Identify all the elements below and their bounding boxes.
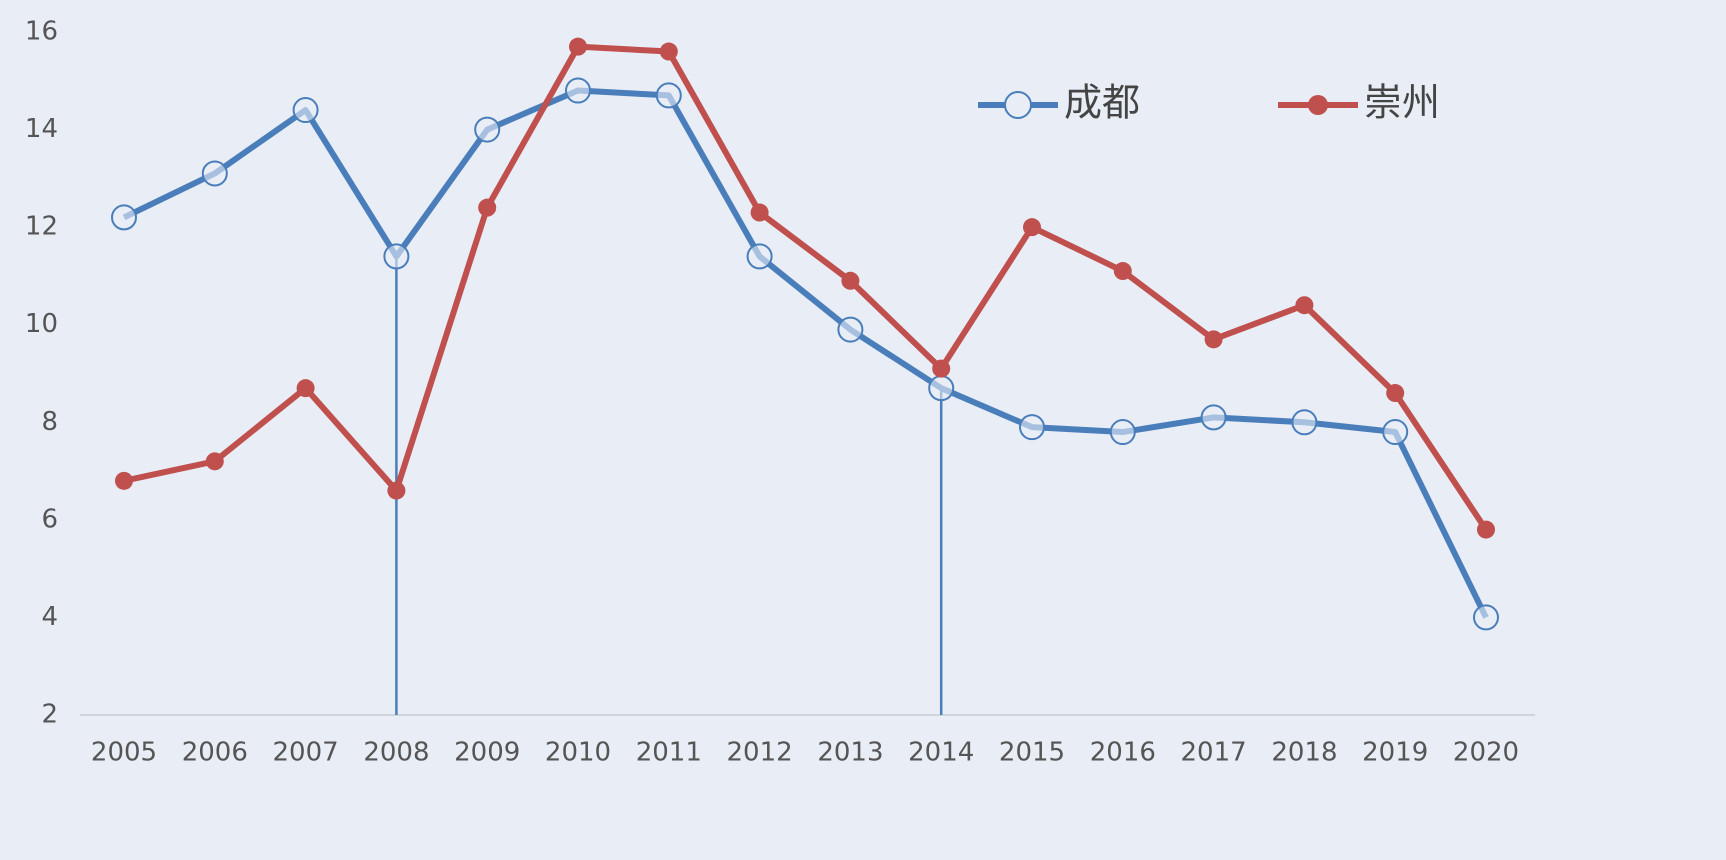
y-tick-label: 12 bbox=[25, 212, 58, 242]
point-marker bbox=[292, 97, 319, 124]
x-tick-label: 2010 bbox=[545, 738, 611, 768]
point-marker bbox=[115, 471, 133, 490]
y-tick-label: 10 bbox=[25, 309, 58, 339]
x-tick-label: 2020 bbox=[1453, 738, 1519, 768]
point-marker bbox=[1477, 520, 1495, 539]
point-marker bbox=[1204, 330, 1223, 349]
point-marker bbox=[1109, 419, 1136, 446]
point-marker bbox=[474, 116, 501, 143]
point-marker bbox=[1291, 409, 1318, 436]
point-marker bbox=[296, 379, 315, 398]
legend-marker bbox=[1308, 95, 1328, 115]
y-tick-label: 16 bbox=[25, 17, 58, 47]
point-marker bbox=[383, 243, 410, 270]
x-tick-label: 2005 bbox=[91, 738, 157, 768]
point-marker bbox=[1295, 296, 1314, 315]
point-marker bbox=[1113, 262, 1132, 281]
point-marker bbox=[569, 37, 587, 56]
x-tick-label: 2006 bbox=[182, 738, 248, 768]
x-tick-label: 2015 bbox=[999, 738, 1065, 768]
point-marker bbox=[746, 243, 773, 270]
point-marker bbox=[1386, 384, 1405, 403]
legend-label: 成都 bbox=[1064, 81, 1140, 125]
point-marker bbox=[111, 204, 137, 231]
x-tick-label: 2012 bbox=[727, 738, 793, 768]
point-marker bbox=[565, 77, 591, 104]
point-marker bbox=[205, 452, 224, 471]
point-marker bbox=[1200, 404, 1227, 431]
point-marker bbox=[928, 375, 955, 402]
x-tick-label: 2018 bbox=[1271, 738, 1337, 768]
x-tick-label: 2016 bbox=[1090, 738, 1156, 768]
x-tick-label: 2011 bbox=[636, 738, 702, 768]
x-tick-label: 2019 bbox=[1362, 738, 1428, 768]
point-marker bbox=[478, 198, 497, 217]
point-marker bbox=[932, 359, 951, 378]
x-tick-label: 2008 bbox=[363, 738, 429, 768]
x-tick-label: 2013 bbox=[817, 738, 883, 768]
point-marker bbox=[837, 316, 864, 343]
series-line bbox=[123, 43, 1489, 532]
y-tick-label: 2 bbox=[41, 700, 58, 730]
x-tick-label: 2009 bbox=[454, 738, 520, 768]
series-line bbox=[122, 87, 1489, 619]
point-marker bbox=[387, 481, 406, 500]
legend-marker bbox=[1004, 91, 1032, 119]
x-tick-label: 2017 bbox=[1181, 738, 1247, 768]
y-tick-label: 6 bbox=[41, 504, 58, 534]
point-marker bbox=[841, 271, 860, 290]
point-marker bbox=[201, 160, 228, 187]
point-marker bbox=[1019, 414, 1045, 441]
x-tick-label: 2014 bbox=[908, 738, 974, 768]
y-tick-label: 4 bbox=[41, 602, 58, 632]
point-marker bbox=[655, 82, 682, 109]
x-tick-label: 2007 bbox=[273, 738, 339, 768]
point-marker bbox=[750, 203, 769, 222]
point-marker bbox=[1473, 604, 1499, 631]
point-marker bbox=[1023, 218, 1041, 237]
legend-label: 崇州 bbox=[1364, 81, 1440, 125]
point-marker bbox=[659, 42, 678, 61]
y-tick-label: 8 bbox=[41, 407, 58, 437]
y-tick-label: 14 bbox=[25, 114, 58, 144]
point-marker bbox=[1382, 419, 1409, 446]
